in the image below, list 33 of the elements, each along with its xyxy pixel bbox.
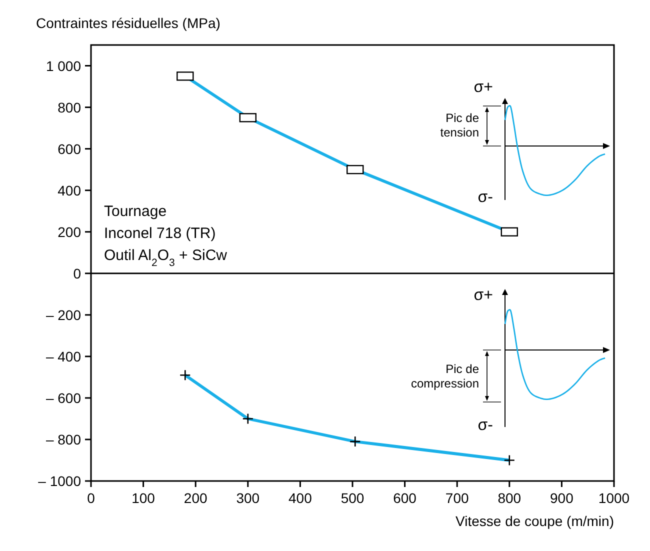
x-tick-label: 700 <box>445 490 469 506</box>
annotation: σ+ <box>474 287 493 304</box>
y-tick-label: 600 <box>58 140 82 157</box>
y-tick-label: – 1000 <box>38 473 82 489</box>
x-tick-label: 1000 <box>598 490 630 506</box>
annotation: Inconel 718 (TR) <box>104 225 216 242</box>
y-tick-label: – 800 <box>46 431 82 448</box>
x-tick-label: 900 <box>550 490 574 506</box>
annotation: Tournage <box>104 203 167 220</box>
y-tick-label: – 600 <box>46 390 82 406</box>
x-tick-label: 800 <box>498 490 522 506</box>
annotation: σ- <box>478 189 493 206</box>
y-tick-label: 1 000 <box>46 58 82 74</box>
y-tick-label: – 200 <box>46 306 82 323</box>
x-tick-label: 300 <box>236 490 260 506</box>
y-tick-label: 800 <box>58 99 82 116</box>
x-tick-label: 600 <box>393 490 417 506</box>
y-tick-label: – 400 <box>46 348 82 364</box>
y-axis-title: Contraintes résiduelles (MPa) <box>36 15 220 31</box>
annotation: σ- <box>478 417 493 434</box>
x-tick-label: 200 <box>184 490 208 506</box>
y-tick-label: 0 <box>73 265 82 282</box>
x-axis-title: Vitesse de coupe (m/min) <box>456 513 614 529</box>
annotation: Outil Al$_{2}$O$_{3}$ + SiCw <box>104 247 228 269</box>
x-tick-label: 400 <box>288 490 312 506</box>
annotation: Pic de compression <box>410 362 480 390</box>
annotation: σ+ <box>474 79 493 96</box>
x-tick-label: 500 <box>340 490 364 506</box>
y-tick-label: 400 <box>58 182 82 198</box>
x-tick-label: 100 <box>132 490 156 506</box>
x-tick-label: 0 <box>87 490 96 506</box>
annotation: Pic de tension <box>440 111 480 140</box>
y-tick-label: 200 <box>58 224 82 240</box>
